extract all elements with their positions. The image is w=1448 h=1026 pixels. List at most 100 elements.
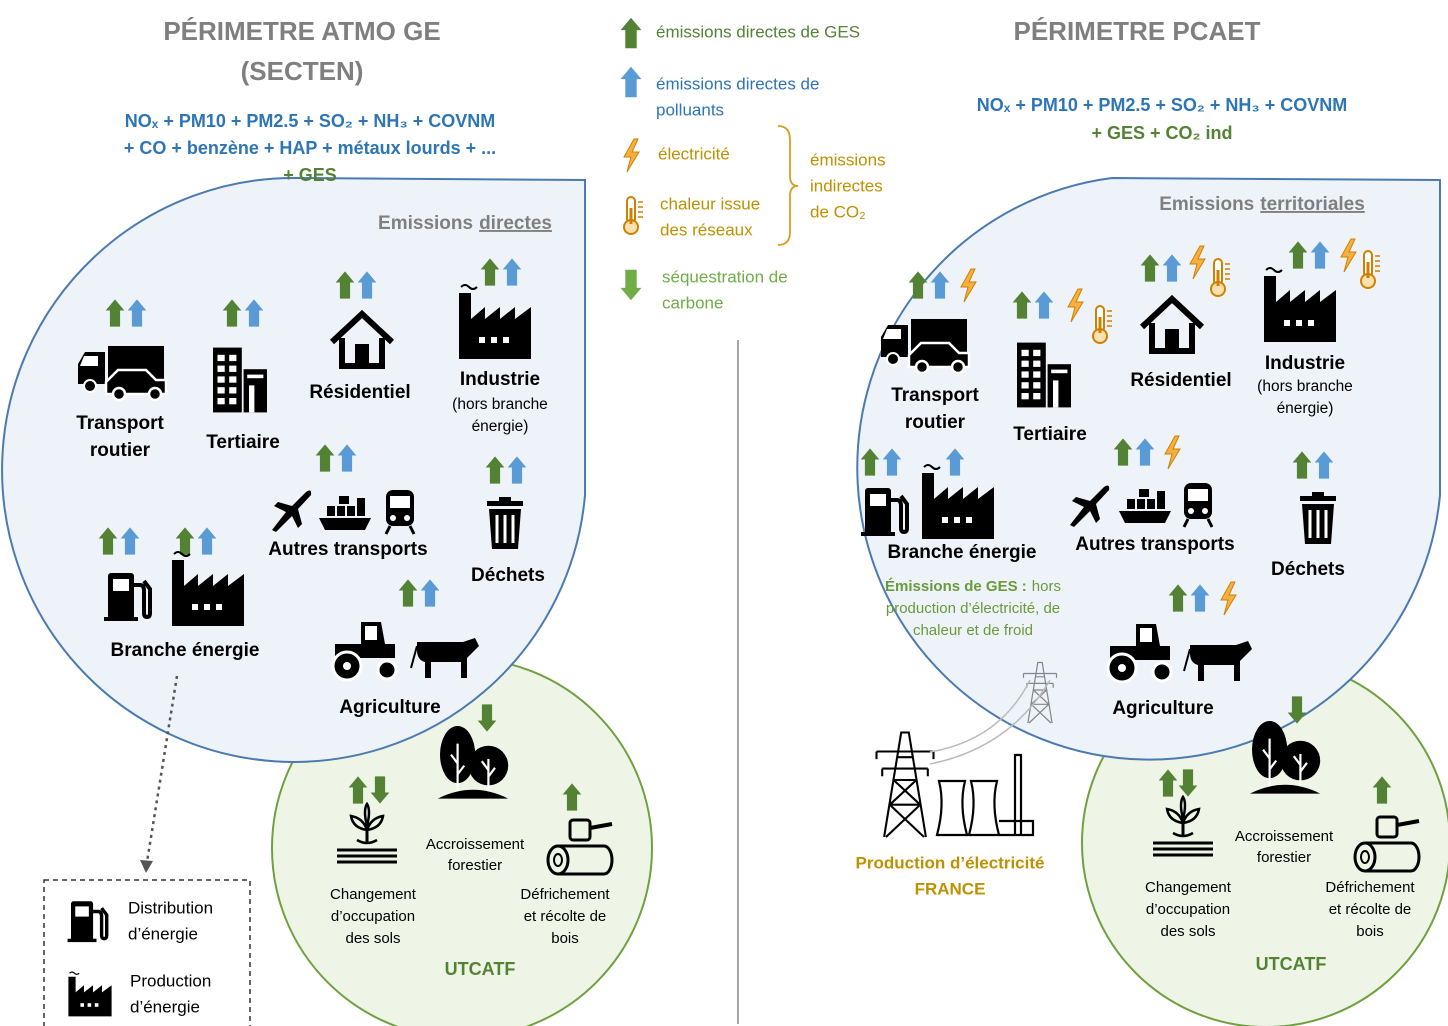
icon-part [390,496,410,508]
icon-part [80,1003,84,1007]
legend-text: chaleur issue [660,194,760,213]
icon-up [621,18,642,48]
icon-part [1022,382,1029,388]
box-text: d’énergie [128,924,198,943]
icon-down [621,270,642,300]
sector: Industrie [460,369,540,390]
scope-label: Emissionsterritoriales [1159,194,1365,215]
icon-part [1033,361,1040,367]
sector: Industrie [1265,353,1345,374]
icon-part [70,972,80,974]
icon-part [1367,262,1370,278]
icon-plant [937,755,1033,835]
scope-word: Emissions [1159,194,1254,215]
utcatf-item: Accroissement [1235,828,1334,845]
icon-part [1308,320,1314,326]
icon-part [216,604,222,610]
icon-part [1217,270,1220,286]
legend-text: séquestration de [662,267,788,286]
icon-thermo [624,197,643,234]
icon-part [1284,320,1290,326]
icon-part [337,506,345,516]
legend-text: émissions directes de GES [656,22,860,41]
icon-part [68,977,111,1017]
icon-part [491,337,497,343]
ges-note-bold: Émissions de GES : [885,578,1027,595]
icon-part [249,385,254,412]
icon-part [1022,361,1029,367]
icon-part [404,515,410,521]
icon-part [1118,664,1126,672]
icon-part [343,662,351,670]
icon-part [355,344,369,364]
icon-truck [881,319,969,373]
icon-part [1033,371,1040,377]
scope-word: Emissions [378,213,473,234]
icon-part [954,517,960,523]
icon-part [952,361,964,373]
icon-part [88,1003,92,1007]
legend-text: polluants [656,100,724,119]
icon-part [1157,491,1165,509]
sector: routier [90,440,151,461]
icon-part [1165,329,1179,349]
icon-part [966,517,972,523]
icon-part [229,387,236,393]
icon-part [218,398,225,404]
icon-part [479,337,485,343]
legend-text: émissions directes de [656,74,819,93]
section-title: PÉRIMETRE PCAET [1013,16,1260,46]
utcatf-item: Accroissement [426,836,525,853]
pollutants: + CO + benzène + HAP + métaux lourds + .… [124,138,496,158]
icon-part [1188,489,1208,501]
icon-part [357,498,365,516]
icon-part [1051,370,1067,374]
icon-part [1137,499,1145,509]
icon-part [149,388,161,400]
legend-text: indirectes [810,176,883,195]
utcatf-title: UTCATF [1256,954,1327,974]
section-title: PÉRIMETRE ATMO GE [163,16,440,46]
icon-part [1147,499,1155,509]
legend-text: de CO₂ [810,202,866,221]
box-text: Production [130,971,211,990]
ges: + GES + CO₂ ind [1091,123,1232,143]
legend-text: des réseaux [660,220,753,239]
utcatf-item: des sols [1160,923,1215,940]
utcatf-item: d’occupation [331,908,415,925]
icon-part [1033,350,1040,356]
icon-part [229,355,236,361]
icon-part [192,604,198,610]
legend-text: émissions [810,150,886,169]
icon-part [916,361,928,373]
icon-up [621,67,642,97]
icon-part [213,348,242,413]
sector-note: énergie) [1277,400,1334,417]
icon-part [247,375,263,379]
icon-part [1202,508,1208,514]
utcatf-title: UTCATF [445,959,516,979]
icon-part [870,494,886,506]
icon-part [1140,628,1152,642]
icon-part [1300,496,1336,501]
legend-text: électricité [658,144,730,163]
icon-part [365,626,377,640]
utcatf-item: forestier [1257,849,1311,866]
sector: Résidentiel [1130,370,1231,391]
utcatf-item: Changement [1145,879,1232,896]
sector-note: (hors branche [452,396,548,413]
icon-part [1017,343,1046,408]
icon-part [1033,393,1040,399]
scope-label: Emissionsdirectes [378,213,552,234]
icon-part [1119,511,1171,523]
box-text: Distribution [128,898,213,917]
utcatf-item: et récolte de [524,908,607,925]
sector: Autres transports [268,539,427,560]
icon-part [1127,499,1135,509]
icon-bin [487,497,523,549]
icon-part [1033,382,1040,388]
icon-part [113,579,129,591]
icon-part [218,387,225,393]
sector: Agriculture [1112,698,1213,719]
ges-note: production d’électricité, de [886,600,1060,617]
